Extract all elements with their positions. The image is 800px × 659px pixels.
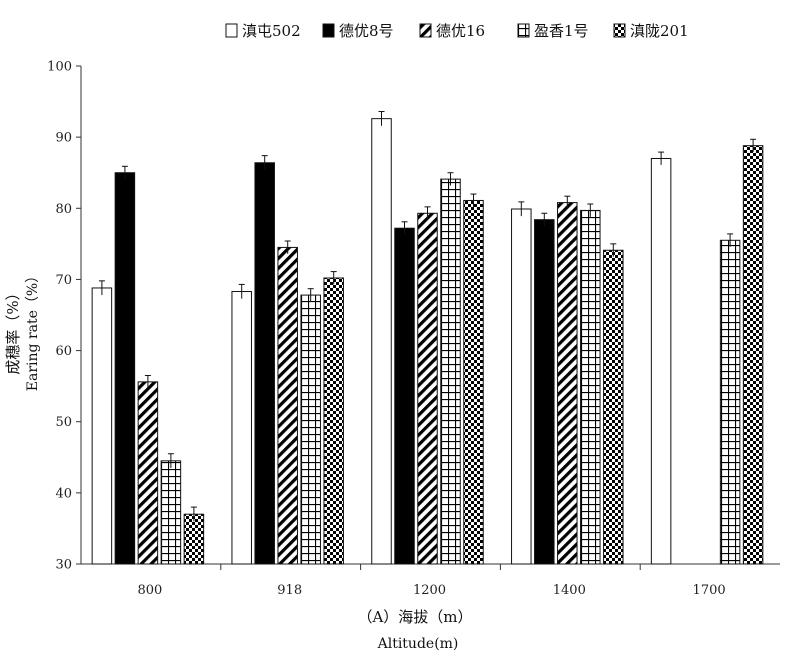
x-tick-label: 1400 xyxy=(553,583,586,598)
bar xyxy=(300,294,321,565)
legend: 滇屯502 德优8号 德优16 盈香1号 滇陇201 xyxy=(225,22,689,40)
bar xyxy=(417,212,438,565)
bar xyxy=(742,145,764,565)
bar xyxy=(323,277,344,565)
bar xyxy=(371,118,392,565)
bar xyxy=(137,381,159,565)
y-tick-label: 30 xyxy=(55,558,72,573)
bar xyxy=(603,249,624,565)
x-tick-label: 1200 xyxy=(413,583,446,598)
bar xyxy=(91,287,113,565)
x-tick-label: 1700 xyxy=(693,583,726,598)
bar xyxy=(394,227,415,565)
y-tick-label: 100 xyxy=(47,60,72,75)
bar xyxy=(580,209,601,565)
bar xyxy=(650,157,672,565)
x-axis-title-en: Altitude(m) xyxy=(377,636,459,652)
x-tick-label: 800 xyxy=(137,583,162,598)
legend-label: 德优8号 xyxy=(339,22,394,40)
y-tick-label: 80 xyxy=(55,202,72,217)
bar xyxy=(277,246,298,565)
bar xyxy=(231,291,252,565)
y-tick-label: 40 xyxy=(55,486,72,501)
bar xyxy=(254,162,275,565)
y-axis: 30 40 50 60 70 80 90 100 xyxy=(47,60,82,573)
y-tick-label: 60 xyxy=(55,344,72,359)
y-axis-title-en: Earing rate（%） xyxy=(25,269,41,391)
bar xyxy=(534,219,555,565)
bar xyxy=(183,513,205,565)
legend-label: 滇陇201 xyxy=(630,22,689,40)
bar xyxy=(160,460,182,565)
legend-label: 盈香1号 xyxy=(534,22,589,40)
bar xyxy=(719,239,741,565)
y-tick-label: 50 xyxy=(55,415,72,430)
bar xyxy=(463,199,484,565)
legend-label: 德优16 xyxy=(436,22,485,40)
y-tick-label: 70 xyxy=(55,273,72,288)
legend-swatch xyxy=(322,23,335,38)
y-axis-title-cn: 成穗率（%） xyxy=(4,285,22,374)
bar xyxy=(511,208,532,565)
bar xyxy=(557,202,578,565)
bars xyxy=(91,111,764,565)
legend-swatch xyxy=(517,23,530,38)
legend-swatch xyxy=(419,23,432,38)
x-tick-label: 918 xyxy=(277,583,302,598)
x-axis: 800 918 1200 1400 1700 xyxy=(81,563,780,598)
bar xyxy=(440,178,461,565)
legend-swatch xyxy=(613,23,626,38)
bar xyxy=(114,172,136,565)
legend-label: 滇屯502 xyxy=(242,22,301,40)
x-axis-title-cn: （A）海拔（m） xyxy=(357,608,472,626)
y-tick-label: 90 xyxy=(55,131,72,146)
legend-swatch xyxy=(225,23,238,38)
